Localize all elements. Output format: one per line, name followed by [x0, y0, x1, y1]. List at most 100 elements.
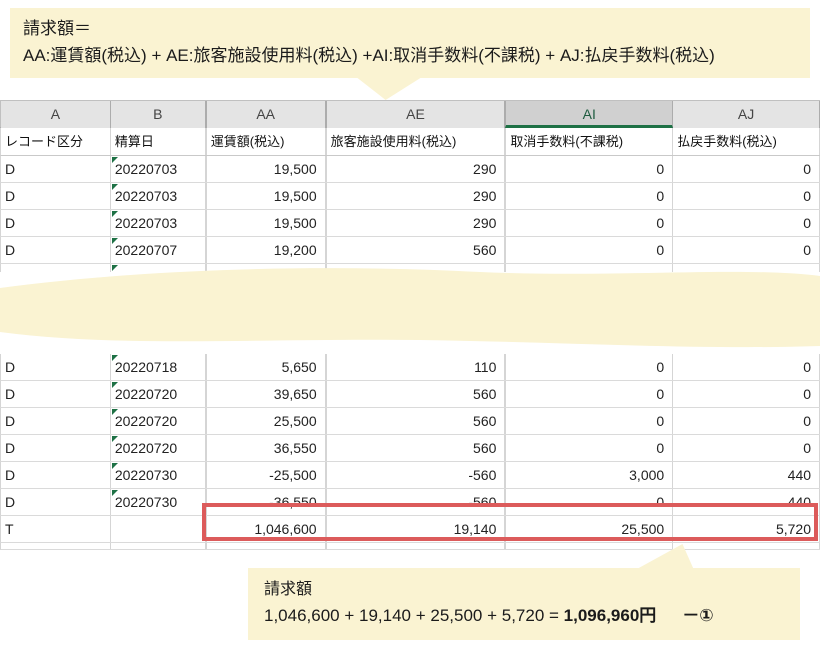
column-header-aa[interactable]: AA [205, 101, 326, 128]
cell-ae[interactable]: 560 [325, 381, 506, 407]
cell-ai[interactable]: 0 [505, 489, 674, 515]
equation-text: 1,046,600 + 19,140 + 25,500 + 5,720 = [264, 606, 564, 625]
table-row: D 20220720 36,550 560 0 0 [0, 435, 820, 462]
header-facility-fee[interactable]: 旅客施設使用料(税込) [325, 128, 506, 155]
cell-ae[interactable]: 560 [325, 435, 506, 461]
text-error-indicator-icon [111, 211, 118, 217]
billing-callout-title: 請求額 [264, 581, 313, 598]
cell-b[interactable]: 20220730 [111, 489, 206, 515]
cell-ai[interactable]: 0 [505, 210, 674, 236]
total-highlight-box [202, 503, 818, 541]
cell-ae[interactable]: 560 [325, 237, 506, 263]
cell-a-total[interactable]: T [1, 516, 111, 542]
cell-b[interactable]: 20220707 [111, 237, 206, 263]
cell-aj[interactable]: 440 [673, 462, 820, 488]
cell-aj[interactable]: 0 [673, 210, 820, 236]
cell-ai-total[interactable]: 25,500 [505, 516, 674, 542]
cell-a[interactable]: D [1, 183, 111, 209]
table-row: D 20220707 19,200 560 0 0 [0, 237, 820, 264]
column-header-aj[interactable]: AJ [673, 101, 820, 128]
text-error-indicator-icon [111, 355, 118, 361]
cell-aa[interactable]: 19,500 [205, 183, 326, 209]
cell-a[interactable]: D [1, 354, 111, 380]
column-header-ai-selected[interactable]: AI [505, 101, 674, 128]
cell-ai[interactable]: 0 [505, 381, 674, 407]
cell-aa-total[interactable]: 1,046,600 [205, 516, 326, 542]
cell-ae[interactable]: 110 [325, 354, 506, 380]
cell-ai[interactable]: 0 [505, 237, 674, 263]
callout-pointer-down [356, 77, 422, 100]
cell-b[interactable]: 20220703 [111, 156, 206, 182]
cell-ae[interactable]: 560 [325, 408, 506, 434]
cell-ai[interactable]: 0 [505, 408, 674, 434]
cell-b[interactable]: 20220730 [111, 462, 206, 488]
column-header-b[interactable]: B [110, 101, 206, 128]
cell-a[interactable]: D [1, 156, 111, 182]
cell-a[interactable]: D [1, 408, 111, 434]
cell-aa[interactable]: 39,650 [205, 381, 326, 407]
column-header-ae[interactable]: AE [325, 101, 506, 128]
header-refund-fee[interactable]: 払戻手数料(税込) [673, 128, 820, 155]
cell-a[interactable]: D [1, 381, 111, 407]
cell-ai[interactable]: 0 [505, 435, 674, 461]
cell-ae-total[interactable]: 19,140 [325, 516, 506, 542]
table-row: D 20220703 19,500 290 0 0 [0, 183, 820, 210]
cell-ae[interactable]: -560 [325, 462, 506, 488]
cell-b[interactable]: 20220720 [111, 381, 206, 407]
formula-callout: 請求額＝ AA:運賃額(税込) + AE:旅客施設使用料(税込) +AI:取消手… [10, 8, 810, 78]
header-record-type[interactable]: レコード区分 [1, 128, 111, 155]
table-row: D 20220730 -36,550 -560 0 440 [0, 489, 820, 516]
cell-ae[interactable]: 290 [325, 183, 506, 209]
cell-a[interactable]: D [1, 489, 111, 515]
cell-aj[interactable]: 0 [673, 354, 820, 380]
column-letters-row: A B AA AE AI AJ [0, 100, 820, 128]
text-error-indicator-icon [111, 265, 118, 271]
column-header-a[interactable]: A [1, 101, 111, 128]
cell-b[interactable]: 20220718 [111, 354, 206, 380]
table-row: D 20220720 25,500 560 0 0 [0, 408, 820, 435]
cell-aj[interactable]: 0 [673, 435, 820, 461]
text-error-indicator-icon [111, 490, 118, 496]
text-error-indicator-icon [111, 436, 118, 442]
cell-aa[interactable]: 19,500 [205, 210, 326, 236]
cell-ae[interactable]: 290 [325, 210, 506, 236]
cell-ae[interactable]: 290 [325, 156, 506, 182]
header-fare[interactable]: 運賃額(税込) [205, 128, 326, 155]
cell-aa[interactable]: 25,500 [205, 408, 326, 434]
cell-aj[interactable]: 0 [673, 183, 820, 209]
cell-b[interactable]: 20220720 [111, 408, 206, 434]
field-header-row: レコード区分 精算日 運賃額(税込) 旅客施設使用料(税込) 取消手数料(不課税… [0, 128, 820, 156]
cell-b[interactable]: 20220703 [111, 210, 206, 236]
table-row: D 20220730 -25,500 -560 3,000 440 [0, 462, 820, 489]
equation-marker: －① [682, 606, 714, 625]
header-settlement-date[interactable]: 精算日 [110, 128, 206, 155]
cell-aa[interactable]: 5,650 [205, 354, 326, 380]
cell-aa[interactable]: 19,500 [205, 156, 326, 182]
header-cancel-fee[interactable]: 取消手数料(不課税) [505, 128, 674, 155]
cell-b-total[interactable] [111, 516, 206, 542]
text-error-indicator-icon [111, 157, 118, 163]
cell-a[interactable]: D [1, 237, 111, 263]
cell-aa[interactable]: 19,200 [205, 237, 326, 263]
text-error-indicator-icon [111, 382, 118, 388]
cell-aa[interactable]: 36,550 [205, 435, 326, 461]
cell-aj[interactable]: 0 [673, 408, 820, 434]
cell-b[interactable]: 20220720 [111, 435, 206, 461]
hidden-rows-band [0, 268, 820, 348]
cell-aj[interactable]: 0 [673, 381, 820, 407]
cell-ai[interactable]: 0 [505, 183, 674, 209]
cell-a[interactable]: D [1, 210, 111, 236]
cell-b[interactable]: 20220703 [111, 183, 206, 209]
cell-a[interactable]: D [1, 435, 111, 461]
cell-ai[interactable]: 3,000 [505, 462, 674, 488]
formula-callout-line1: 請求額＝ [23, 19, 91, 38]
cell-aj[interactable]: 0 [673, 156, 820, 182]
text-error-indicator-icon [111, 463, 118, 469]
cell-ai[interactable]: 0 [505, 354, 674, 380]
cell-ai[interactable]: 0 [505, 156, 674, 182]
cell-a[interactable]: D [1, 462, 111, 488]
cell-aa[interactable]: -25,500 [205, 462, 326, 488]
billing-total-callout: 請求額 1,046,600 + 19,140 + 25,500 + 5,720 … [248, 568, 800, 640]
table-row: D 20220703 19,500 290 0 0 [0, 156, 820, 183]
